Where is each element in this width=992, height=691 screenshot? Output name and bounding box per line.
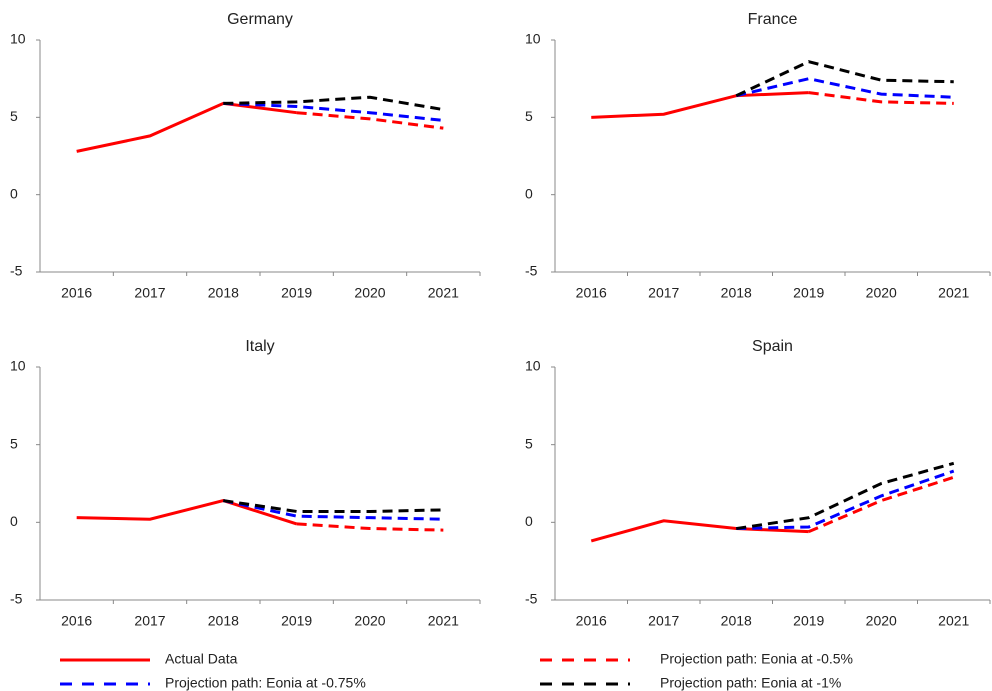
- y-tick-label: 5: [525, 435, 533, 451]
- x-tick-label: 2019: [793, 285, 824, 301]
- x-tick-label: 2018: [721, 285, 752, 301]
- x-tick-label: 2020: [354, 613, 385, 629]
- x-tick-label: 2021: [428, 613, 459, 629]
- x-tick-label: 2018: [721, 613, 752, 629]
- y-tick-label: 10: [10, 31, 26, 47]
- series-line: [808, 91, 954, 105]
- x-tick-label: 2021: [428, 285, 459, 301]
- x-tick-label: 2016: [576, 285, 607, 301]
- y-tick-label: 5: [10, 435, 18, 451]
- y-tick-label: 0: [10, 513, 18, 529]
- x-tick-label: 2018: [208, 613, 239, 629]
- x-tick-label: 2020: [866, 285, 897, 301]
- chart-title: Spain: [752, 338, 793, 355]
- series-line: [735, 77, 954, 99]
- y-tick-label: -5: [10, 263, 23, 279]
- x-tick-label: 2017: [134, 285, 165, 301]
- chart-title: France: [748, 11, 798, 28]
- series-line: [736, 461, 955, 531]
- series-line: [76, 499, 298, 526]
- series-line: [296, 522, 444, 532]
- x-tick-label: 2017: [648, 285, 679, 301]
- y-tick-label: 5: [525, 108, 533, 124]
- legend-label: Projection path: Eonia at -0.5%: [660, 651, 853, 667]
- x-tick-label: 2017: [648, 613, 679, 629]
- legend-label: Actual Data: [165, 651, 238, 667]
- series-line: [223, 95, 444, 112]
- y-tick-label: 10: [525, 31, 541, 47]
- series-line: [223, 101, 444, 122]
- x-tick-label: 2020: [866, 613, 897, 629]
- series-line: [736, 469, 955, 531]
- series-line: [223, 499, 444, 521]
- series-line: [296, 111, 444, 130]
- x-tick-label: 2021: [938, 285, 969, 301]
- chart-title: Germany: [227, 11, 293, 28]
- y-tick-label: 0: [525, 513, 533, 529]
- x-tick-label: 2016: [576, 613, 607, 629]
- y-tick-label: 10: [10, 358, 26, 374]
- x-tick-label: 2017: [134, 613, 165, 629]
- x-tick-label: 2016: [61, 285, 92, 301]
- series-line: [76, 101, 297, 153]
- series-line: [590, 519, 809, 543]
- y-tick-label: 0: [525, 185, 533, 201]
- y-tick-label: -5: [10, 591, 23, 607]
- x-tick-label: 2020: [354, 285, 385, 301]
- x-tick-label: 2019: [281, 613, 312, 629]
- x-tick-label: 2021: [938, 613, 969, 629]
- y-tick-label: 5: [10, 108, 18, 124]
- x-tick-label: 2018: [208, 285, 239, 301]
- legend-label: Projection path: Eonia at -0.75%: [165, 675, 366, 691]
- series-line: [808, 475, 955, 534]
- x-tick-label: 2019: [281, 285, 312, 301]
- x-tick-label: 2019: [793, 613, 824, 629]
- series-line: [591, 91, 809, 119]
- chart-title: Italy: [245, 338, 274, 355]
- series-line: [223, 499, 444, 513]
- series-line: [735, 60, 954, 98]
- y-tick-label: 0: [10, 185, 18, 201]
- y-tick-label: -5: [525, 591, 538, 607]
- legend-label: Projection path: Eonia at -1%: [660, 675, 841, 691]
- x-tick-label: 2016: [61, 613, 92, 629]
- y-tick-label: -5: [525, 263, 538, 279]
- y-tick-label: 10: [525, 358, 541, 374]
